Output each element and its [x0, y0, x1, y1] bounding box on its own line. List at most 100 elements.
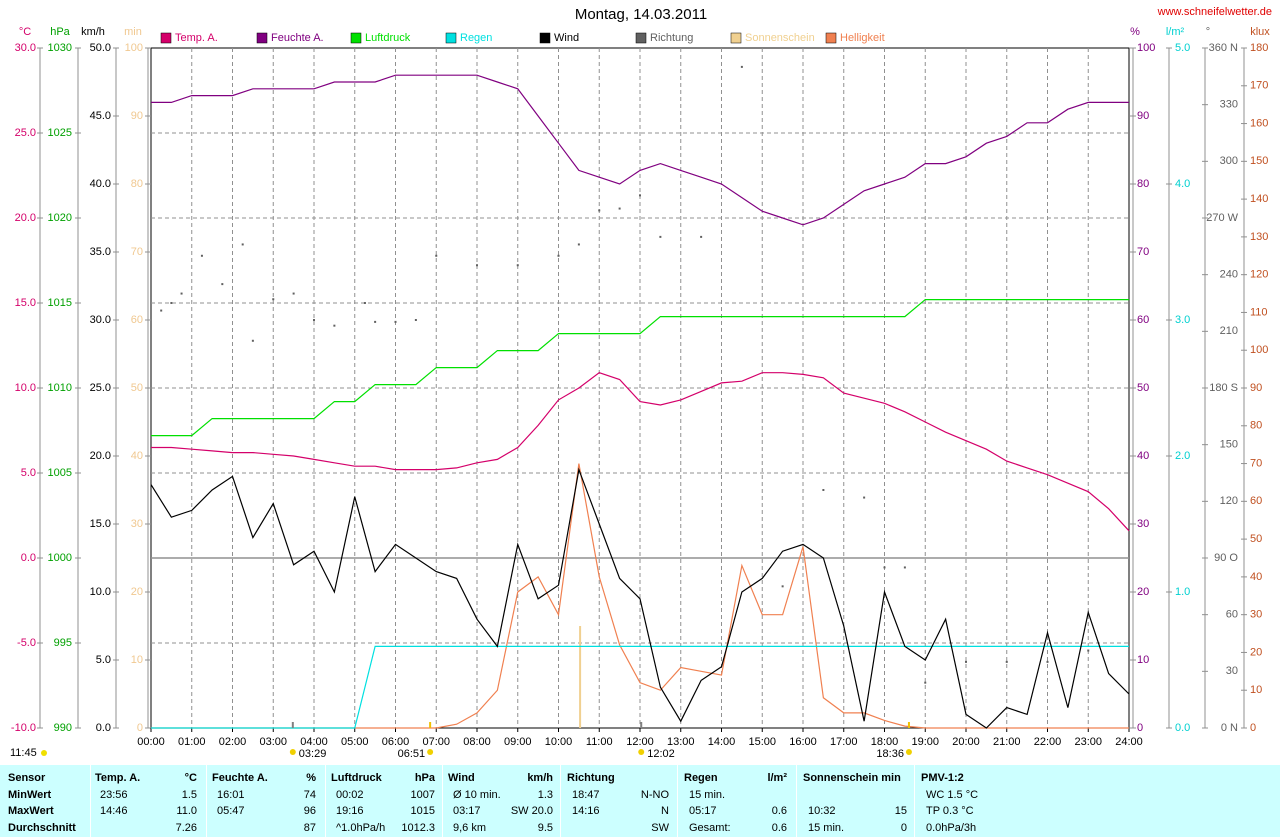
y-tick-label: 1015 — [48, 297, 72, 309]
series-line — [151, 74, 1129, 226]
table-cell: SW 20.0 — [510, 805, 553, 817]
axis-unit: km/h — [81, 26, 105, 38]
table-cell: 05:47 — [217, 805, 245, 817]
y-tick-label: 1005 — [48, 467, 72, 479]
table-cell: Durchschnitt — [8, 821, 76, 834]
table-cell: 1.3 — [537, 788, 553, 801]
table-cell: 1.5 — [181, 788, 197, 801]
axis-unit: ° — [1206, 26, 1210, 38]
table-cell: 9.5 — [537, 821, 553, 834]
x-tick-label: 02:00 — [219, 736, 247, 748]
annotation-label: 03:29 — [299, 748, 327, 760]
y-tick-label: 0.0 — [21, 552, 36, 564]
legend-label: Wind — [554, 32, 579, 44]
direction-dot — [618, 207, 621, 210]
legend-label: Sonnenschein — [745, 32, 815, 44]
y-tick-label: 90 — [1137, 110, 1149, 122]
direction-dot — [241, 243, 244, 246]
sun-moon-icon — [289, 749, 296, 755]
table-cell: Sonnenschein min — [803, 772, 901, 784]
table-cell: N-NO — [640, 788, 669, 801]
table-cell: 0.0hPa/3h — [926, 821, 977, 834]
x-tick-label: 05:00 — [341, 736, 369, 748]
x-tick-label: 12:00 — [626, 736, 654, 748]
x-tick-label: 04:00 — [300, 736, 328, 748]
sun-moon-icon — [638, 749, 645, 755]
y-tick-label: 30 — [131, 518, 143, 530]
y-tick-label: 330 — [1220, 99, 1238, 111]
table-cell: 1015 — [410, 805, 435, 817]
y-tick-label: 70 — [131, 246, 143, 258]
legend-swatch — [445, 32, 457, 44]
x-tick-label: 22:00 — [1034, 736, 1062, 748]
legend-swatch — [350, 32, 362, 44]
x-tick-label: 15:00 — [748, 736, 776, 748]
y-tick-label: 20.0 — [90, 450, 111, 462]
x-tick-label: 00:00 — [137, 736, 165, 748]
table-cell: MaxWert — [8, 805, 54, 817]
y-tick-label: 10.0 — [15, 382, 36, 394]
legend-label: Luftdruck — [365, 32, 411, 44]
y-tick-label: 0.0 — [1175, 722, 1190, 734]
series-line — [150, 467, 1130, 729]
y-tick-label: 40.0 — [90, 178, 111, 190]
direction-dot — [363, 302, 366, 304]
y-tick-label: 40 — [1137, 450, 1149, 462]
axis-unit: °C — [19, 26, 31, 38]
direction-dot — [639, 194, 641, 197]
y-tick-label: 50 — [131, 382, 143, 394]
y-tick-label: 60 — [131, 314, 143, 326]
y-tick-label: 0.0 — [96, 722, 111, 734]
y-tick-label: 360 N — [1209, 42, 1238, 54]
y-tick-label: 160 — [1250, 117, 1268, 129]
y-tick-label: -10.0 — [11, 722, 36, 734]
y-tick-label: 25.0 — [15, 127, 36, 139]
y-tick-label: 70 — [1250, 457, 1262, 469]
y-tick-label: 15.0 — [15, 297, 36, 309]
table-cell: 18:47 — [572, 788, 600, 801]
x-tick-label: 01:00 — [178, 736, 206, 748]
direction-dot — [965, 660, 967, 663]
direction-dot — [700, 235, 703, 238]
y-tick-label: 90 — [1250, 382, 1262, 394]
table-cell: 11.0 — [176, 805, 197, 817]
sun-moon-icon — [427, 749, 434, 755]
current-time: 11:45 — [10, 747, 37, 759]
table-cell: 15 min. — [689, 788, 726, 801]
y-tick-label: 1020 — [48, 212, 72, 224]
summary-table: Sensor Temp. A. °C Feuchte A.% Luftdruck hPa W… — [0, 765, 1280, 837]
x-tick-label: 14:00 — [708, 736, 736, 748]
series-line — [151, 299, 1129, 437]
y-tick-label: 140 — [1250, 193, 1268, 205]
x-tick-label: 16:00 — [789, 736, 817, 748]
legend-swatch — [256, 32, 268, 44]
table-cell: ^1.0hPa/h — [336, 821, 386, 834]
table-cell: Temp. A. — [95, 772, 141, 784]
table-cell: Sensor — [8, 772, 46, 784]
y-tick-label: 70 — [1137, 246, 1149, 258]
annotation-label: 18:36 — [876, 748, 904, 760]
legend-label: Temp. A. — [175, 32, 218, 44]
y-tick-label: 10 — [1137, 654, 1149, 666]
table-cell: 1012.3 — [401, 821, 435, 834]
column-separator — [206, 765, 207, 837]
direction-dot — [883, 566, 886, 569]
y-tick-label: -5.0 — [17, 637, 36, 649]
legend-swatch — [539, 32, 551, 44]
y-tick-label: 20 — [1250, 646, 1262, 658]
x-tick-label: 07:00 — [422, 736, 450, 748]
y-tick-label: 10 — [1250, 684, 1262, 696]
y-tick-label: 60 — [1137, 314, 1149, 326]
direction-dot — [476, 264, 478, 267]
y-tick-label: 995 — [54, 637, 72, 649]
y-tick-label: 100 — [1137, 42, 1155, 54]
x-tick-label: 19:00 — [911, 736, 939, 748]
table-cell: 0.6 — [771, 805, 787, 817]
direction-dot — [435, 254, 438, 257]
table-cell: 19:16 — [336, 805, 364, 817]
y-tick-label: 150 — [1220, 439, 1238, 451]
table-cell: 1007 — [410, 788, 435, 801]
table-cell: Gesamt: — [689, 821, 731, 834]
legend-label: Regen — [460, 32, 492, 44]
table-cell: 23:56 — [100, 788, 128, 801]
